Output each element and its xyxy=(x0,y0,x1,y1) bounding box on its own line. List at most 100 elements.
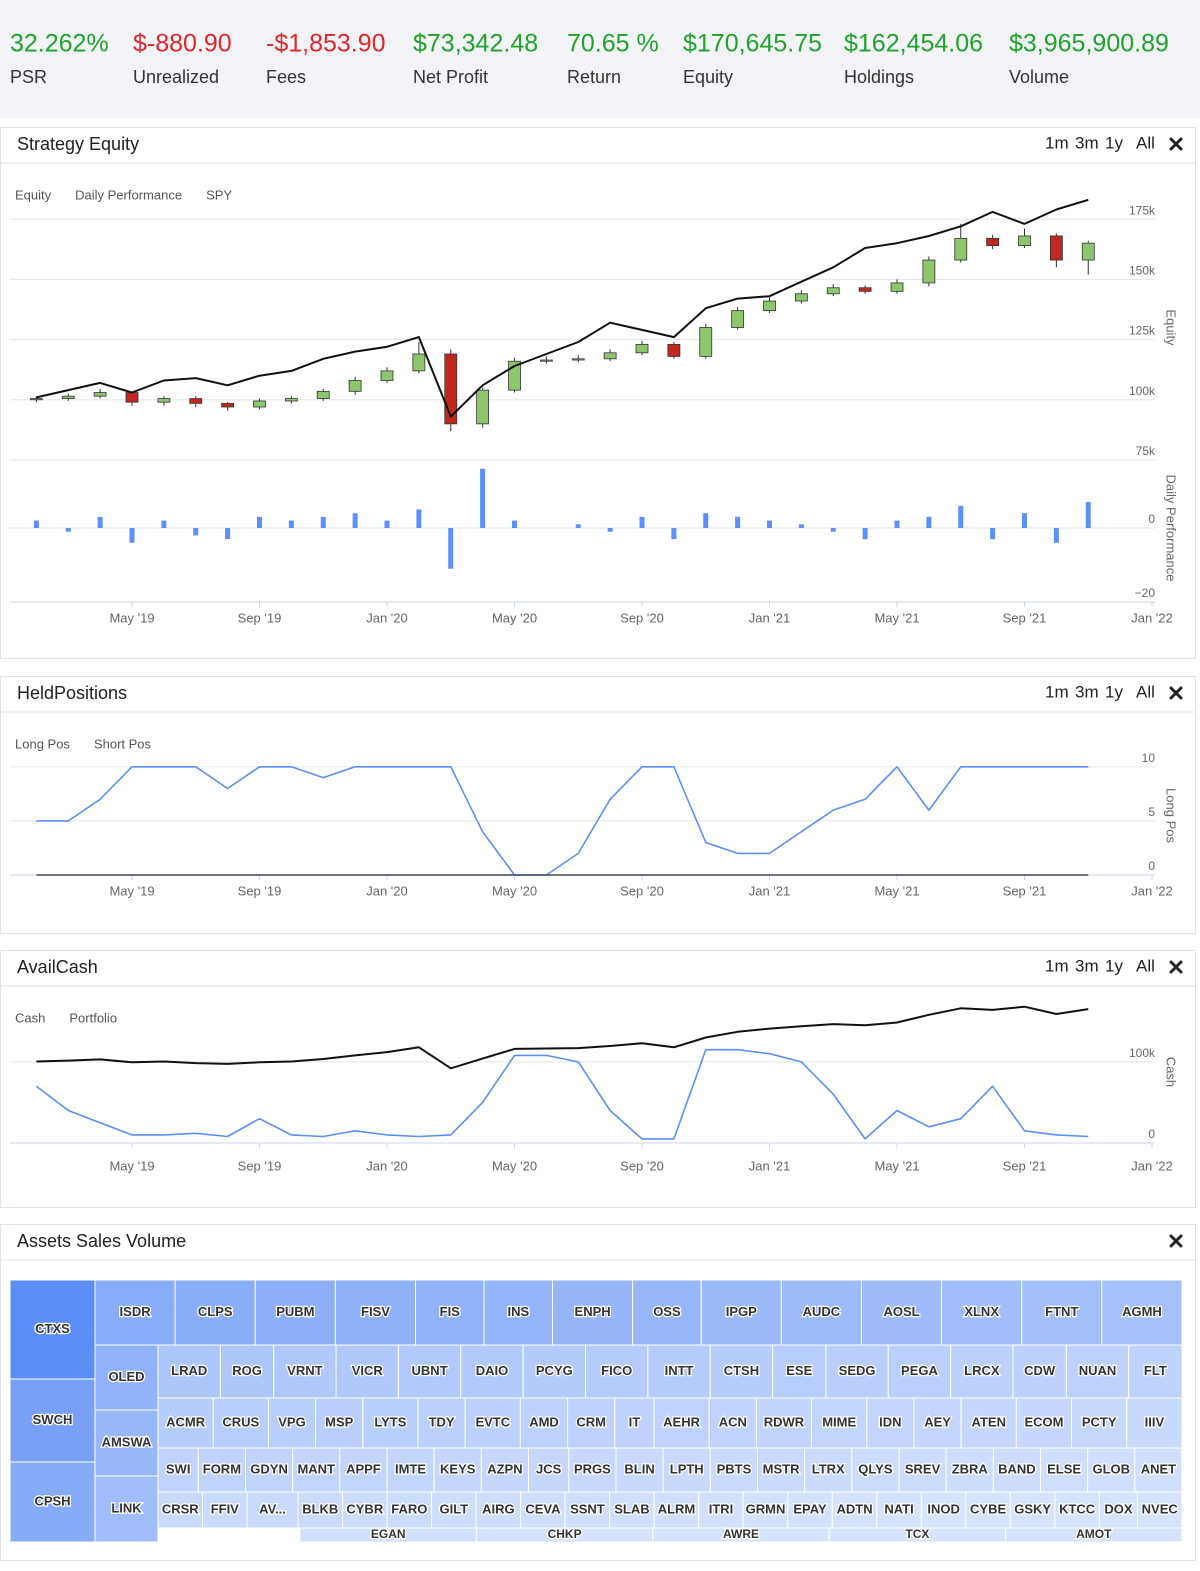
treemap-label: AIRG xyxy=(482,1501,515,1516)
y-tick-label: 100k xyxy=(1129,384,1156,398)
stat-label: Volume xyxy=(1009,67,1069,87)
bar xyxy=(830,528,836,532)
x-tick-label: Jan '22 xyxy=(1131,1158,1173,1173)
treemap-label: DOX xyxy=(1104,1501,1133,1516)
line xyxy=(36,198,1089,418)
treemap-label: AV... xyxy=(259,1501,286,1516)
treemap-tile xyxy=(1134,1447,1183,1493)
legend-item[interactable]: Equity xyxy=(15,187,52,202)
legend-item[interactable]: SPY xyxy=(206,187,232,202)
treemap-tile xyxy=(614,1397,655,1449)
treemap-label: CPSH xyxy=(34,1493,70,1508)
bar xyxy=(671,528,677,540)
treemap-label: ADTN xyxy=(836,1501,872,1516)
treemap-tile xyxy=(9,1461,96,1543)
bar xyxy=(767,520,772,528)
treemap-label: MIME xyxy=(822,1414,856,1429)
treemap-tile xyxy=(632,1279,702,1346)
candle-body xyxy=(699,327,713,357)
range-button[interactable]: All xyxy=(1136,133,1155,152)
range-button[interactable]: 1m xyxy=(1045,956,1069,975)
range-button[interactable]: 1y xyxy=(1105,956,1123,975)
treemap-tile xyxy=(564,1491,611,1529)
candle-body xyxy=(348,380,362,392)
treemap-label: IPGP xyxy=(726,1304,757,1319)
treemap-tile xyxy=(1098,1491,1138,1529)
range-button[interactable]: 3m xyxy=(1075,133,1099,152)
range-button[interactable]: 3m xyxy=(1075,956,1099,975)
x-tick-label: Jan '20 xyxy=(366,1158,408,1173)
treemap-label: MSTR xyxy=(763,1461,800,1476)
treemap-label: AZPN xyxy=(487,1461,522,1476)
y-tick-label: 0 xyxy=(1148,512,1155,526)
x-tick-label: Sep '19 xyxy=(238,1158,282,1173)
y-axis-title: Daily Performance xyxy=(1164,475,1179,582)
treemap-tile xyxy=(415,1279,485,1346)
range-button[interactable]: 1m xyxy=(1045,133,1069,152)
y-tick-label: 0 xyxy=(1148,859,1155,873)
range-button[interactable]: 3m xyxy=(1075,682,1099,701)
treemap-label: OLED xyxy=(108,1369,144,1384)
treemap-label: PCTY xyxy=(1082,1414,1117,1429)
treemap-label: LYTS xyxy=(374,1414,406,1429)
x-tick-label: May '20 xyxy=(492,1158,537,1173)
bar xyxy=(1022,513,1027,528)
close-icon[interactable] xyxy=(1169,686,1183,700)
x-tick-label: May '19 xyxy=(109,1158,154,1173)
treemap-tile xyxy=(756,1447,806,1493)
legend-item[interactable]: Cash xyxy=(15,1010,45,1025)
treemap-tile xyxy=(1021,1279,1103,1346)
candle-body xyxy=(93,392,107,397)
bar xyxy=(1053,528,1059,543)
treemap-tile xyxy=(297,1491,344,1529)
legend-item[interactable]: Daily Performance xyxy=(75,187,182,202)
treemap-tile xyxy=(1012,1344,1067,1399)
treemap-label: CRM xyxy=(576,1414,606,1429)
close-icon[interactable] xyxy=(1169,137,1183,151)
candle-body xyxy=(667,343,681,357)
treemap-tile xyxy=(609,1491,655,1529)
range-button[interactable]: All xyxy=(1136,682,1155,701)
treemap-tile xyxy=(709,1344,774,1399)
treemap-label: GLOB xyxy=(1092,1461,1130,1476)
x-tick-label: Jan '22 xyxy=(1131,610,1173,625)
y-tick-label: 100k xyxy=(1129,1046,1156,1060)
treemap-tile xyxy=(335,1344,399,1399)
treemap-label: ROG xyxy=(232,1363,262,1378)
treemap-label: IDN xyxy=(879,1414,901,1429)
treemap-label: ECOM xyxy=(1024,1414,1063,1429)
treemap-tile xyxy=(157,1344,221,1399)
treemap-tile xyxy=(1005,1527,1183,1543)
stat-value: -$1,853.90 xyxy=(266,30,386,58)
treemap-tile xyxy=(267,1397,317,1449)
legend-item[interactable]: Portfolio xyxy=(69,1010,117,1025)
range-button[interactable]: All xyxy=(1136,956,1155,975)
candle-body xyxy=(954,237,968,261)
treemap-label: LINK xyxy=(111,1500,142,1515)
candle-body xyxy=(412,353,426,372)
range-button[interactable]: 1y xyxy=(1105,682,1123,701)
bar xyxy=(990,528,996,540)
treemap-label: TCX xyxy=(905,1527,929,1541)
candle-body xyxy=(826,287,840,295)
treemap-label: IMTE xyxy=(395,1461,426,1476)
range-button[interactable]: 1y xyxy=(1105,133,1123,152)
x-tick-label: Sep '19 xyxy=(238,610,282,625)
treemap-tile xyxy=(755,1397,813,1449)
treemap-label: ELSE xyxy=(1047,1461,1081,1476)
treemap-label: GILT xyxy=(440,1501,469,1516)
close-icon[interactable] xyxy=(1169,1234,1183,1248)
treemap-label: ITRI xyxy=(709,1501,734,1516)
treemap-label: CTXS xyxy=(35,1321,70,1336)
legend-item[interactable]: Short Pos xyxy=(94,736,152,751)
bar xyxy=(161,520,167,528)
close-icon[interactable] xyxy=(1169,960,1183,974)
legend-item[interactable]: Long Pos xyxy=(15,736,70,751)
y-tick-label: 10 xyxy=(1142,751,1156,765)
candle-body xyxy=(253,400,266,408)
range-button[interactable]: 1m xyxy=(1045,682,1069,701)
stat-label: Unrealized xyxy=(133,67,219,87)
stat-value: $-880.90 xyxy=(133,30,232,58)
candle-body xyxy=(61,395,75,399)
treemap-tile xyxy=(876,1491,922,1529)
